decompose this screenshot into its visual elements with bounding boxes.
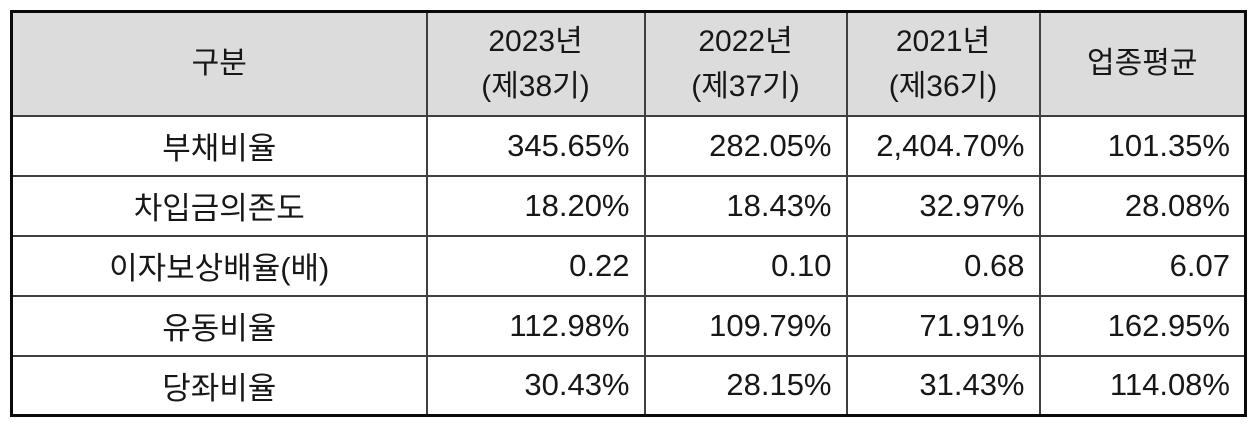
cell-value: 18.43% [643, 174, 848, 237]
cell-value: 28.15% [643, 354, 848, 417]
cell-value: 112.98% [425, 294, 646, 357]
cell-value: 0.10 [643, 234, 848, 297]
cell-value: 30.43% [425, 354, 646, 417]
row-label: 당좌비율 [10, 354, 428, 417]
header-industry-average: 업종평균 [1038, 10, 1247, 117]
header-year-2021-period: (제36기) [888, 69, 998, 103]
cell-value: 282.05% [643, 114, 848, 177]
financial-ratios-table: 구분 2023년 (제38기) 2022년 (제37기) 2021년 (제36기… [10, 10, 1247, 417]
cell-value: 18.20% [425, 174, 646, 237]
cell-value: 114.08% [1038, 354, 1247, 417]
cell-value: 109.79% [643, 294, 848, 357]
cell-value: 345.65% [425, 114, 646, 177]
cell-value: 162.95% [1038, 294, 1247, 357]
cell-value: 0.22 [425, 234, 646, 297]
table-row-interest-coverage: 이자보상배율(배) 0.22 0.10 0.68 6.07 [10, 234, 1247, 297]
cell-value: 28.08% [1038, 174, 1247, 237]
header-year-2022: 2022년 (제37기) [643, 10, 848, 117]
header-row: 구분 2023년 (제38기) 2022년 (제37기) 2021년 (제36기… [10, 10, 1247, 117]
header-year-2022-period: (제37기) [691, 69, 800, 103]
table-row-current-ratio: 유동비율 112.98% 109.79% 71.91% 162.95% [10, 294, 1247, 357]
table-row-borrowing-dependency: 차입금의존도 18.20% 18.43% 32.97% 28.08% [10, 174, 1247, 237]
cell-value: 6.07 [1038, 234, 1247, 297]
cell-value: 71.91% [845, 294, 1041, 357]
cell-value: 101.35% [1038, 114, 1247, 177]
row-label: 이자보상배율(배) [10, 234, 428, 297]
row-label: 유동비율 [10, 294, 428, 357]
header-year-2021: 2021년 (제36기) [845, 10, 1041, 117]
table-row-quick-ratio: 당좌비율 30.43% 28.15% 31.43% 114.08% [10, 354, 1247, 417]
cell-value: 32.97% [845, 174, 1041, 237]
row-label: 차입금의존도 [10, 174, 428, 237]
cell-value: 2,404.70% [845, 114, 1041, 177]
header-year-2023-period: (제38기) [481, 69, 590, 103]
header-category: 구분 [10, 10, 428, 117]
cell-value: 31.43% [845, 354, 1041, 417]
cell-value: 0.68 [845, 234, 1041, 297]
table-row-debt-ratio: 부채비율 345.65% 282.05% 2,404.70% 101.35% [10, 114, 1247, 177]
header-year-2022-year: 2022년 [698, 24, 793, 58]
header-year-2023-year: 2023년 [488, 24, 583, 58]
row-label: 부채비율 [10, 114, 428, 177]
header-year-2023: 2023년 (제38기) [425, 10, 646, 117]
header-year-2021-year: 2021년 [895, 24, 991, 58]
